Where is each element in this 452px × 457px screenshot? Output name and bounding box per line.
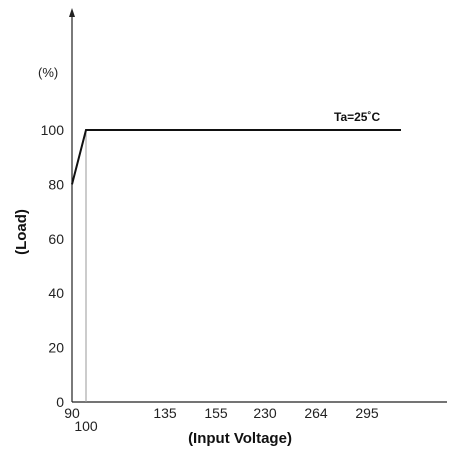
x-tick-label: 155 — [204, 405, 228, 421]
y-axis-arrow — [69, 8, 75, 17]
y-tick-labels: 0 20 40 60 80 100 — [41, 122, 65, 410]
series-line — [71, 129, 401, 185]
y-unit-label: (%) — [38, 65, 58, 80]
y-tick-label: 40 — [48, 285, 64, 301]
x-tick-label: 264 — [304, 405, 328, 421]
x-tick-label: 295 — [355, 405, 379, 421]
y-tick-label: 100 — [41, 122, 65, 138]
y-tick-label: 80 — [48, 176, 64, 192]
y-tick-label: 20 — [48, 340, 64, 356]
x-tick-label: 135 — [153, 405, 177, 421]
x-tick-label: 90 — [64, 405, 80, 421]
y-axis-title: (Load) — [13, 209, 30, 255]
y-tick-label: 60 — [48, 231, 64, 247]
x-tick-label: 100 — [74, 418, 98, 434]
temperature-annotation: Ta=25˚C — [334, 110, 380, 124]
y-tick-label: 0 — [56, 394, 64, 410]
x-axis-title: (Input Voltage) — [188, 430, 292, 447]
x-tick-label: 230 — [253, 405, 277, 421]
